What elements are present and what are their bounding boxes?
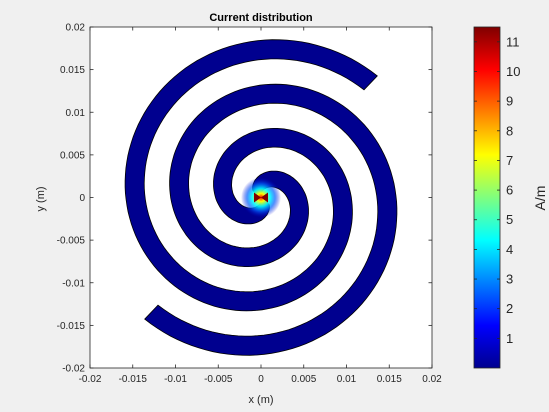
colorbar-tick-label: 9 [506, 94, 513, 109]
y-axis-ticks: -0.02 -0.015 -0.01 -0.005 0 0.005 0.01 0.015 0.0… [57, 23, 432, 375]
colorbar-tick-label: 4 [506, 242, 513, 257]
y-tick-label: -0.015 [57, 321, 86, 332]
feed-point-peak [254, 192, 268, 203]
spiral-arm-1 [144, 83, 398, 356]
colorbar-tick-label: 10 [506, 64, 520, 79]
y-tick-label: 0.01 [66, 108, 86, 119]
y-tick-label: -0.02 [62, 364, 85, 375]
colorbar-tick-label: 5 [506, 212, 513, 227]
colorbar-tick-label: 2 [506, 301, 513, 316]
x-tick-label: -0.015 [119, 374, 148, 385]
x-tick-label: 0.01 [337, 374, 357, 385]
colorbar-ticks: 1 2 3 4 5 6 7 8 9 10 11 [474, 34, 520, 346]
colorbar-tick-label: 8 [506, 123, 513, 138]
x-tick-label: 0 [258, 374, 264, 385]
y-tick-label: 0.015 [60, 65, 85, 76]
x-tick-label: -0.02 [79, 374, 102, 385]
colorbar-tick-label: 7 [506, 153, 513, 168]
y-axis-label: y (m) [35, 186, 47, 211]
colorbar-tick-label: 11 [506, 34, 520, 49]
y-tick-label: -0.005 [57, 236, 86, 247]
x-tick-label: -0.005 [204, 374, 233, 385]
x-tick-label: -0.01 [164, 374, 187, 385]
colorbar-tick-label: 1 [506, 331, 513, 346]
x-axis-label: x (m) [248, 394, 273, 406]
y-tick-label: -0.01 [62, 278, 85, 289]
y-tick-label: 0.005 [60, 150, 85, 161]
chart-title: Current distribution [209, 12, 313, 24]
colorbar [473, 26, 501, 369]
y-tick-label: 0 [79, 193, 85, 204]
x-tick-label: 0.015 [377, 374, 402, 385]
y-tick-label: 0.02 [66, 23, 86, 34]
colorbar-tick-label: 3 [506, 272, 513, 287]
colorbar-label: A/m [532, 186, 548, 211]
plot-area [124, 39, 398, 356]
x-axis-ticks: -0.02 -0.015 -0.01 -0.005 0 0.005 0.01 0.015 0.0… [79, 27, 442, 385]
spiral-arm-2 [124, 39, 378, 312]
x-tick-label: 0.02 [422, 374, 442, 385]
x-tick-label: 0.005 [291, 374, 316, 385]
colorbar-tick-label: 6 [506, 183, 513, 198]
